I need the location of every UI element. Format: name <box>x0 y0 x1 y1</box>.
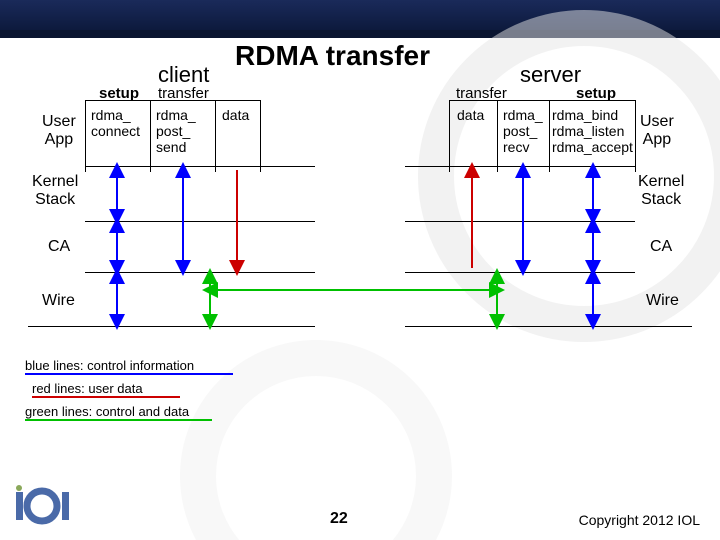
row-kernel-stack-left: Kernel Stack <box>32 173 78 208</box>
legend-red: red lines: user data <box>32 381 143 396</box>
row-ca-left: CA <box>48 238 70 256</box>
page-title: RDMA transfer <box>235 40 430 72</box>
legend-green: green lines: control and data <box>25 404 189 419</box>
grid-line <box>497 100 498 172</box>
watermark-circle-low <box>180 340 452 540</box>
row-wire-left: Wire <box>42 292 75 310</box>
grid-line <box>85 100 86 172</box>
server-label: server <box>520 62 581 88</box>
grid-line <box>85 100 260 101</box>
grid-line <box>449 100 450 172</box>
grid-line <box>405 272 635 273</box>
grid-line <box>28 326 315 327</box>
cell-server-setup: rdma_bind rdma_listen rdma_accept <box>552 107 633 155</box>
row-wire-right: Wire <box>646 292 679 310</box>
cell-client-data: data <box>222 107 249 123</box>
row-user-app-left: User App <box>42 113 76 148</box>
row-ca-right: CA <box>650 238 672 256</box>
grid-line <box>449 100 635 101</box>
grid-line <box>260 100 261 172</box>
grid-line <box>405 326 692 327</box>
grid-line <box>405 166 635 167</box>
grid-line <box>150 100 151 172</box>
grid-line <box>549 100 550 172</box>
iol-logo <box>14 485 74 532</box>
grid-line <box>85 272 315 273</box>
row-kernel-stack-right: Kernel Stack <box>638 173 684 208</box>
grid-line <box>215 100 216 172</box>
copyright: Copyright 2012 IOL <box>579 512 700 528</box>
cell-client-setup: rdma_ connect <box>91 107 140 139</box>
grid-line <box>85 221 315 222</box>
grid-line <box>85 166 315 167</box>
cell-server-data: data <box>457 107 484 123</box>
grid-line <box>635 100 636 172</box>
cell-client-transfer: rdma_ post_ send <box>156 107 196 155</box>
grid-line <box>405 221 635 222</box>
slide: RDMA transfer client server setup transf… <box>0 0 720 540</box>
page-number: 22 <box>330 510 348 528</box>
row-user-app-right: User App <box>640 113 674 148</box>
cell-server-transfer: rdma_ post_ recv <box>503 107 543 155</box>
legend-blue: blue lines: control information <box>25 358 194 373</box>
